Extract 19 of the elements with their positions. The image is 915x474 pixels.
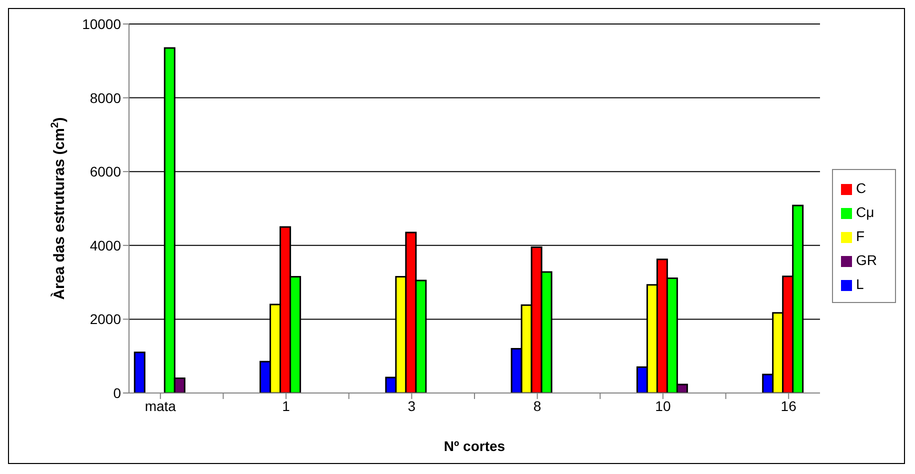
y-tick-label: 8000 [90, 90, 122, 106]
legend-label: Cμ [856, 204, 874, 220]
bar [134, 352, 146, 393]
x-tick-label: mata [144, 398, 176, 414]
x-tick-label: 10 [655, 398, 671, 414]
y-tick-label: 10000 [82, 16, 122, 32]
legend-label: GR [856, 252, 877, 268]
x-tick-label: 8 [533, 398, 542, 414]
y-tick-label: 0 [113, 384, 122, 401]
legend-label: C [856, 180, 866, 196]
x-tick-label: 16 [780, 398, 797, 414]
x-tick-label: 1 [282, 398, 290, 414]
legend-label: L [856, 276, 864, 292]
y-tick-label: 4000 [90, 237, 122, 254]
x-tick-label: 3 [408, 398, 416, 414]
y-tick-label: 2000 [90, 311, 122, 328]
legend-label: F [856, 228, 865, 244]
y-tick-label: 6000 [90, 164, 122, 180]
x-axis-title: Nº cortes [444, 438, 506, 454]
